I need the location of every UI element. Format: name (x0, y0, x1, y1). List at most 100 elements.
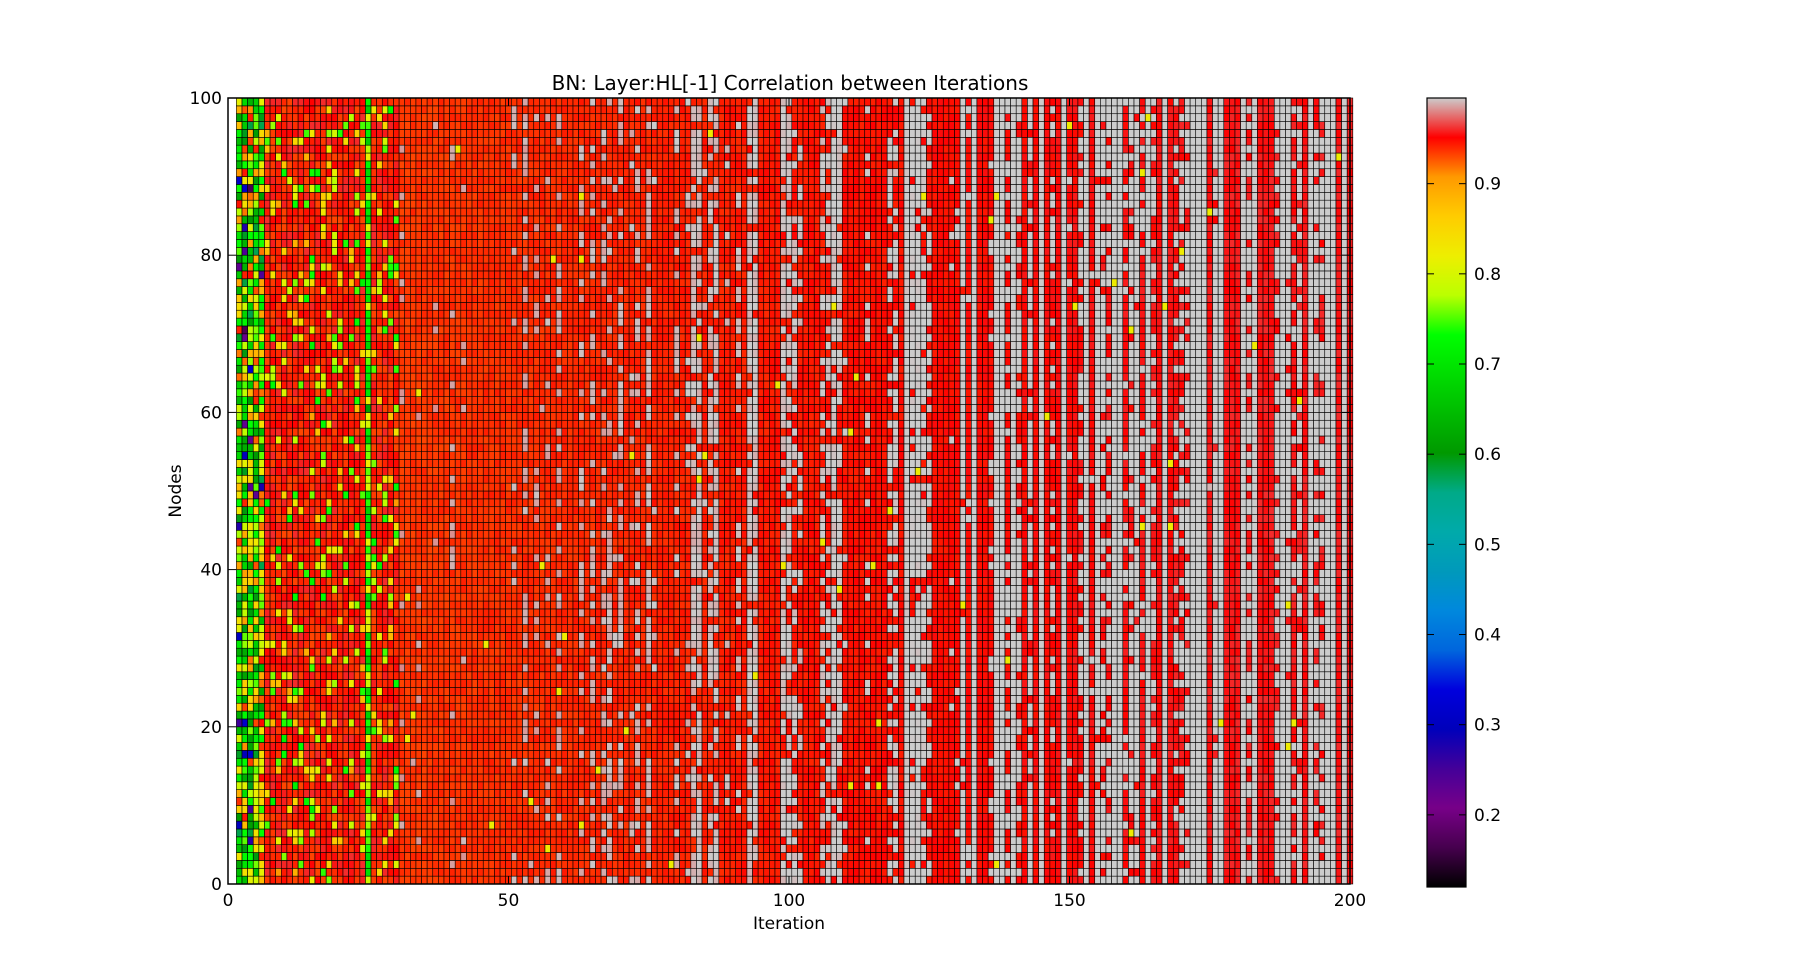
heatmap-cell (297, 742, 305, 751)
heatmap-cell (482, 451, 490, 460)
heatmap-cell (381, 129, 389, 138)
heatmap-cell (488, 199, 495, 209)
heatmap-cell (454, 254, 462, 264)
heatmap-cell (426, 239, 434, 248)
heatmap-cell (505, 302, 512, 311)
heatmap-cell (365, 105, 372, 115)
heatmap-cell (460, 482, 467, 492)
heatmap-cell (337, 781, 344, 790)
heatmap-cell (269, 765, 276, 775)
heatmap-cell (247, 569, 254, 578)
heatmap-cell (387, 459, 394, 468)
heatmap-cell (376, 522, 383, 531)
heatmap-cell (303, 357, 310, 366)
heatmap-cell (494, 239, 501, 248)
heatmap-cell (494, 812, 501, 822)
heatmap-cell (438, 459, 445, 468)
heatmap-cell (466, 427, 473, 437)
heatmap-cell (241, 459, 248, 468)
heatmap-cell (404, 199, 411, 209)
heatmap-cell (247, 820, 254, 830)
heatmap-cell (320, 765, 327, 775)
heatmap-cell (247, 797, 254, 806)
heatmap-cell (359, 836, 366, 846)
heatmap-cell (499, 506, 506, 515)
heatmap-cell (280, 592, 288, 602)
heatmap-cell (443, 600, 450, 610)
heatmap-cell (454, 286, 462, 295)
heatmap-cell (353, 333, 361, 342)
heatmap-cell (505, 828, 512, 838)
heatmap-cell (348, 860, 355, 869)
heatmap-cell (438, 286, 445, 295)
heatmap-cell (365, 616, 372, 625)
heatmap-cell (393, 451, 400, 460)
heatmap-cell (353, 309, 361, 319)
heatmap-cell (359, 105, 366, 115)
heatmap-cell (381, 278, 389, 287)
heatmap-cell (348, 498, 355, 508)
heatmap-cell (275, 467, 282, 476)
heatmap-cell (426, 451, 434, 460)
heatmap-cell (258, 97, 265, 107)
heatmap-cell (443, 828, 450, 838)
heatmap-cell (247, 647, 254, 657)
heatmap-cell (258, 294, 265, 303)
heatmap-cell (370, 467, 377, 476)
heatmap-cell (252, 160, 260, 170)
heatmap-cell (410, 726, 417, 735)
heatmap-cell (460, 522, 467, 531)
heatmap-cell (314, 113, 321, 122)
heatmap-cell (432, 702, 439, 712)
heatmap-cell (438, 490, 445, 500)
heatmap-cell (258, 357, 265, 366)
heatmap-cell (342, 270, 349, 280)
heatmap-cell (258, 223, 265, 232)
heatmap-cell (499, 860, 506, 869)
heatmap-cell (275, 537, 282, 547)
heatmap-cell (404, 160, 411, 170)
heatmap-cell (264, 655, 271, 665)
heatmap-cell (398, 459, 406, 468)
heatmap-cell (426, 380, 434, 390)
heatmap-cell (460, 765, 467, 775)
heatmap-cell (426, 710, 434, 720)
heatmap-cell (443, 121, 450, 130)
heatmap-cell (494, 396, 501, 405)
heatmap-cell (269, 121, 276, 130)
heatmap-cell (314, 482, 321, 492)
heatmap-cell (252, 702, 260, 712)
heatmap-cell (297, 553, 305, 563)
heatmap-cell (449, 168, 456, 177)
heatmap-cell (280, 270, 288, 280)
heatmap-cell (325, 113, 333, 122)
heatmap-cell (359, 199, 366, 209)
heatmap-cell (275, 278, 282, 287)
heatmap-cell (432, 349, 439, 358)
heatmap-cell (286, 443, 293, 452)
heatmap-cell (337, 207, 344, 217)
heatmap-cell (426, 192, 434, 201)
heatmap-cell (320, 663, 327, 673)
heatmap-cell (376, 152, 383, 162)
heatmap-cell (449, 671, 456, 680)
heatmap-cell (275, 860, 282, 869)
heatmap-cell (415, 443, 422, 452)
heatmap-cell (415, 734, 422, 743)
heatmap-cell (499, 199, 506, 209)
heatmap-cell (309, 254, 316, 264)
heatmap-cell (280, 152, 288, 162)
heatmap-cell (258, 184, 265, 193)
heatmap-cell (449, 498, 456, 508)
heatmap-cell (376, 828, 383, 838)
heatmap-cell (426, 412, 434, 421)
heatmap-cell (410, 459, 417, 468)
heatmap-cell (443, 592, 450, 602)
heatmap-cell (404, 459, 411, 468)
heatmap-cell (387, 144, 394, 154)
heatmap-cell (471, 184, 478, 193)
heatmap-cell (331, 490, 338, 500)
heatmap-cell (432, 655, 439, 665)
heatmap-cell (471, 773, 478, 783)
heatmap-cell (511, 836, 518, 846)
